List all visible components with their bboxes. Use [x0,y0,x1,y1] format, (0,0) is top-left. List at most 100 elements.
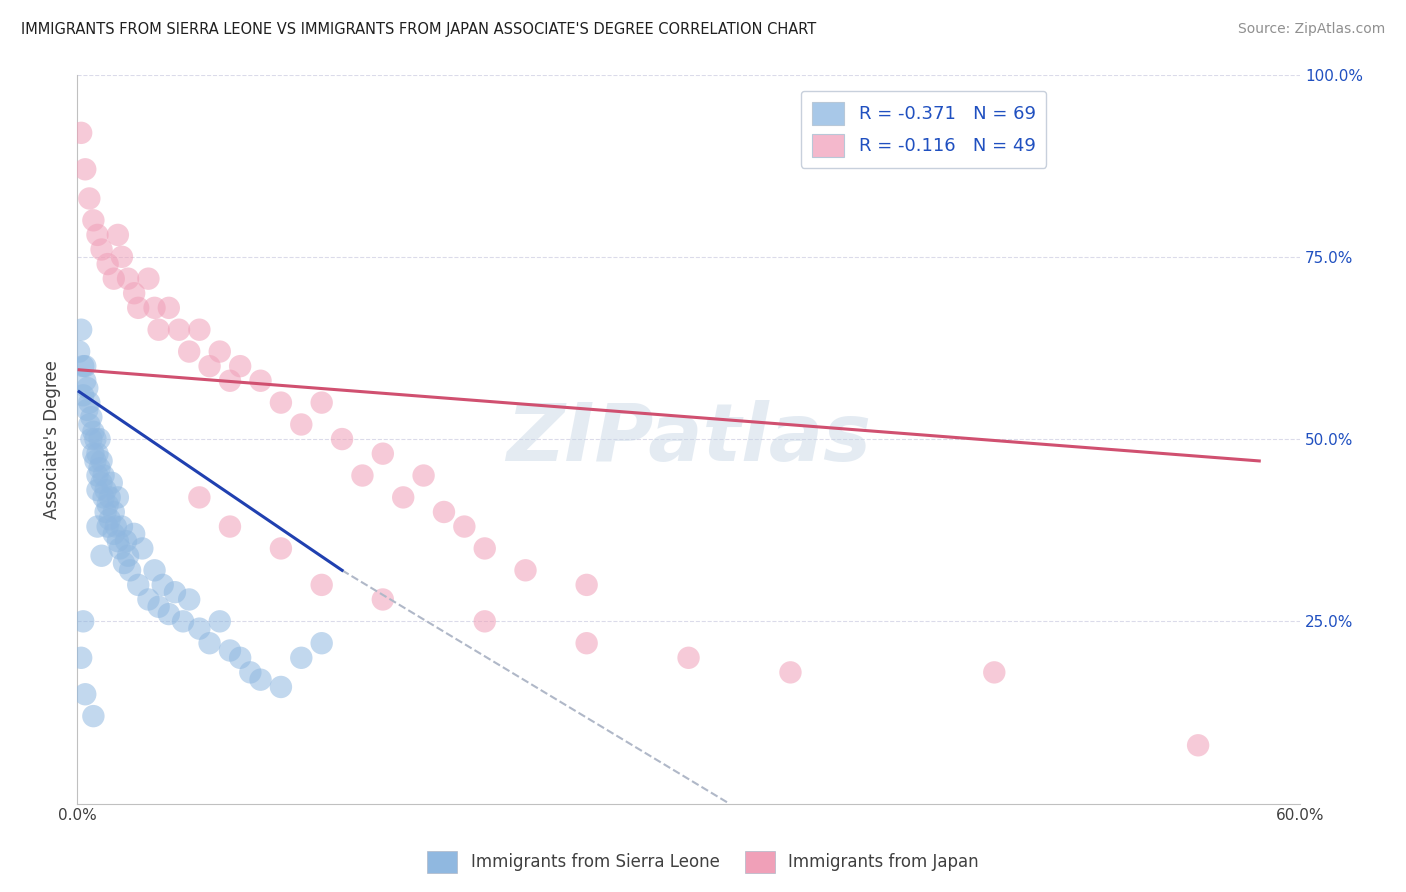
Point [983,665,1005,680]
Point [678,650,700,665]
Point [75,162,97,177]
Point [290,650,312,665]
Point [412,468,434,483]
Point [208,615,231,629]
Point [75,359,97,373]
Y-axis label: Associate's Degree: Associate's Degree [44,359,60,518]
Point [82,213,104,227]
Point [72,388,94,402]
Point [107,227,129,242]
Point [219,519,242,533]
Point [72,359,94,373]
Point [93,491,115,505]
Point [188,491,211,505]
Point [90,454,112,468]
Point [86,447,108,461]
Point [188,323,211,337]
Point [172,615,194,629]
Point [72,615,94,629]
Point [79,191,101,205]
Point [219,643,242,657]
Point [93,468,115,483]
Point [1187,739,1209,753]
Point [453,519,475,533]
Point [76,403,98,417]
Point [82,425,104,439]
Point [75,687,97,701]
Point [270,541,292,556]
Point [352,468,374,483]
Legend: R = -0.371   N = 69, R = -0.116   N = 49: R = -0.371 N = 69, R = -0.116 N = 49 [801,91,1046,168]
Legend: Immigrants from Sierra Leone, Immigrants from Japan: Immigrants from Sierra Leone, Immigrants… [420,845,986,880]
Point [80,410,103,425]
Point [86,468,108,483]
Point [311,578,333,592]
Point [122,286,145,301]
Point [311,395,333,409]
Point [80,432,103,446]
Point [143,563,166,577]
Point [82,447,104,461]
Point [115,534,138,549]
Point [86,227,108,242]
Point [229,650,252,665]
Point [107,534,129,549]
Text: ZIPatlas: ZIPatlas [506,401,872,478]
Point [111,250,134,264]
Point [82,709,104,723]
Point [249,374,271,388]
Point [70,323,93,337]
Point [103,526,125,541]
Point [208,344,231,359]
Point [138,592,160,607]
Point [198,636,221,650]
Point [371,592,394,607]
Point [90,243,112,257]
Point [76,381,98,395]
Point [70,650,93,665]
Point [75,374,97,388]
Point [152,578,174,592]
Point [108,541,131,556]
Point [112,556,135,570]
Point [97,498,120,512]
Point [474,615,496,629]
Point [575,636,598,650]
Point [371,447,394,461]
Point [94,483,117,497]
Point [122,526,145,541]
Point [143,301,166,315]
Point [179,592,201,607]
Point [104,519,127,533]
Point [433,505,456,519]
Point [86,483,108,497]
Point [575,578,598,592]
Point [98,491,121,505]
Point [270,680,292,694]
Point [163,585,186,599]
Text: IMMIGRANTS FROM SIERRA LEONE VS IMMIGRANTS FROM JAPAN ASSOCIATE'S DEGREE CORRELA: IMMIGRANTS FROM SIERRA LEONE VS IMMIGRAN… [21,22,817,37]
Point [89,461,111,475]
Point [249,673,271,687]
Point [120,563,142,577]
Point [90,475,112,490]
Point [84,454,107,468]
Point [94,505,117,519]
Point [127,578,149,592]
Point [311,636,333,650]
Point [392,491,415,505]
Point [515,563,537,577]
Point [111,519,134,533]
Point [179,344,201,359]
Point [103,505,125,519]
Point [127,301,149,315]
Point [270,395,292,409]
Point [107,491,129,505]
Point [79,417,101,432]
Point [779,665,801,680]
Point [79,395,101,409]
Point [138,271,160,285]
Point [67,344,90,359]
Point [219,374,242,388]
Point [117,549,139,563]
